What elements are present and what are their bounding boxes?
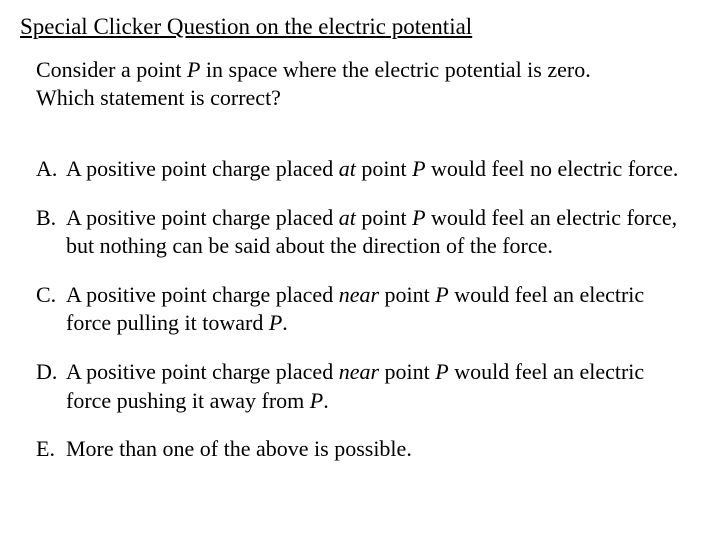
- option-text: A positive point charge placed near poin…: [66, 281, 680, 338]
- text-run: A positive point charge placed: [66, 156, 339, 181]
- answer-options: A. A positive point charge placed at poi…: [36, 155, 680, 464]
- italic-at: at: [339, 156, 356, 181]
- text-run: would feel no electric force.: [426, 156, 679, 181]
- italic-P: P: [310, 388, 323, 413]
- prompt-point-P: P: [187, 57, 200, 82]
- text-run: point: [379, 282, 435, 307]
- option-text: A positive point charge placed at point …: [66, 204, 680, 261]
- option-e: E. More than one of the above is possibl…: [36, 435, 680, 464]
- italic-P: P: [412, 205, 425, 230]
- italic-P: P: [435, 282, 448, 307]
- option-d: D. A positive point charge placed near p…: [36, 358, 680, 415]
- text-run: point: [356, 156, 412, 181]
- option-a: A. A positive point charge placed at poi…: [36, 155, 680, 184]
- option-text: A positive point charge placed at point …: [66, 155, 680, 184]
- text-run: A positive point charge placed: [66, 359, 339, 384]
- text-run: A positive point charge placed: [66, 282, 339, 307]
- prompt-text: in space where the electric potential is…: [200, 57, 590, 82]
- italic-P: P: [435, 359, 448, 384]
- option-c: C. A positive point charge placed near p…: [36, 281, 680, 338]
- option-b: B. A positive point charge placed at poi…: [36, 204, 680, 261]
- question-prompt: Consider a point P in space where the el…: [36, 56, 680, 113]
- prompt-text: Which statement is correct?: [36, 85, 281, 110]
- italic-at: at: [339, 205, 356, 230]
- italic-P: P: [269, 310, 282, 335]
- italic-P: P: [412, 156, 425, 181]
- option-letter: E.: [36, 435, 66, 464]
- italic-near: near: [339, 359, 379, 384]
- option-letter: B.: [36, 204, 66, 261]
- text-run: More than one of the above is possible.: [66, 436, 412, 461]
- option-letter: D.: [36, 358, 66, 415]
- text-run: point: [379, 359, 435, 384]
- option-letter: A.: [36, 155, 66, 184]
- text-run: point: [356, 205, 412, 230]
- text-run: .: [282, 310, 288, 335]
- slide-title: Special Clicker Question on the electric…: [20, 12, 700, 42]
- option-letter: C.: [36, 281, 66, 338]
- text-run: .: [323, 388, 329, 413]
- option-text: More than one of the above is possible.: [66, 435, 680, 464]
- italic-near: near: [339, 282, 379, 307]
- option-text: A positive point charge placed near poin…: [66, 358, 680, 415]
- text-run: A positive point charge placed: [66, 205, 339, 230]
- prompt-text: Consider a point: [36, 57, 187, 82]
